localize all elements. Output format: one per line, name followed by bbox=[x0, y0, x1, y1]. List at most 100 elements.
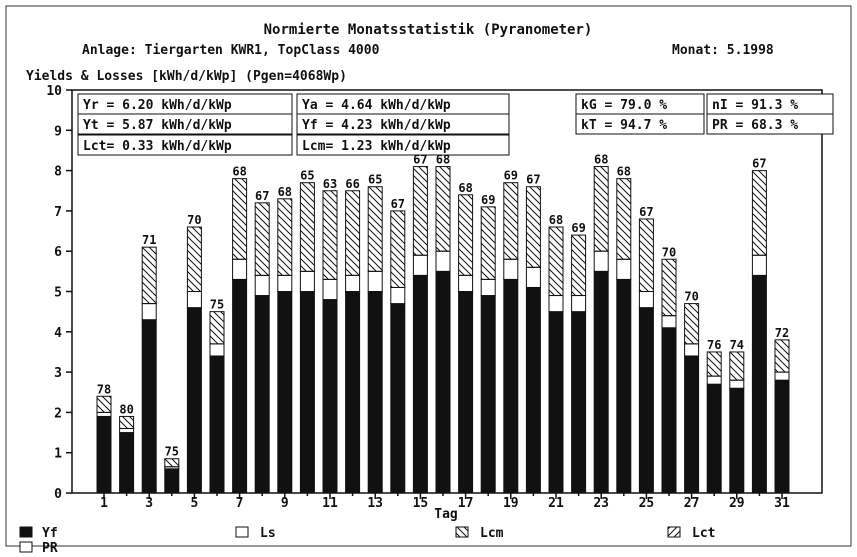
bar-segment-yf bbox=[367, 291, 383, 494]
bar-segment-lcm bbox=[390, 210, 406, 288]
bar-segment-ls bbox=[435, 250, 451, 272]
bar-segment-lcm bbox=[186, 226, 202, 293]
stat-box-lct bbox=[77, 134, 293, 156]
x-tick-label: 15 bbox=[413, 496, 429, 511]
y-tick-label: 4 bbox=[54, 326, 62, 341]
pr-label: 76 bbox=[707, 338, 721, 352]
pr-label: 66 bbox=[345, 177, 359, 191]
stat-pr: PR = 68.3 % bbox=[712, 118, 798, 133]
pr-label: 75 bbox=[210, 298, 224, 312]
bar-segment-yf bbox=[345, 291, 361, 494]
bar-segment-yf bbox=[684, 355, 700, 494]
pr-label: 69 bbox=[481, 193, 495, 207]
bar-segment-lcm bbox=[164, 458, 180, 468]
pr-label: 68 bbox=[594, 153, 608, 167]
bar-segment-yf bbox=[480, 295, 496, 494]
pr-label: 67 bbox=[391, 197, 405, 211]
pr-label: 68 bbox=[436, 153, 450, 167]
pr-label: 67 bbox=[255, 189, 269, 203]
x-axis-label: Tag bbox=[434, 507, 457, 522]
pr-label: 68 bbox=[458, 181, 472, 195]
bar-segment-lcm bbox=[503, 182, 519, 260]
bar-segment-yf bbox=[706, 383, 722, 494]
x-tick-label: 27 bbox=[684, 496, 700, 511]
bar-segment-lcm bbox=[684, 303, 700, 345]
bar-segment-lcm bbox=[345, 190, 361, 276]
bar-segment-ls bbox=[774, 371, 790, 381]
y-axis-label: Yields & Losses [kWh/d/kWp] (Pgen=4068Wp… bbox=[26, 69, 347, 84]
image-border bbox=[5, 5, 852, 547]
stat-box-pr bbox=[706, 113, 834, 135]
x-tick-label: 7 bbox=[236, 496, 244, 511]
bar-segment-lcm bbox=[209, 311, 225, 345]
legend: Yf Ls Lcm Lct PR bbox=[19, 526, 715, 556]
bar-segment-ls bbox=[186, 291, 202, 309]
pr-label: 63 bbox=[323, 177, 337, 191]
x-tick-label: 19 bbox=[503, 496, 519, 511]
legend-label-lcm: Lcm bbox=[480, 526, 504, 541]
legend-swatch-lct bbox=[667, 526, 681, 538]
bar-segment-yf bbox=[751, 274, 767, 494]
pr-label: 74 bbox=[730, 338, 744, 352]
bar-segment-yf bbox=[209, 355, 225, 494]
stat-lct: Lct= 0.33 kWh/d/kWp bbox=[83, 139, 232, 154]
bar-segment-ls bbox=[661, 315, 677, 329]
bar-segment-ls bbox=[638, 291, 654, 309]
bar-segment-ls bbox=[232, 258, 248, 280]
stat-box-kt bbox=[575, 113, 705, 135]
bar-segment-lcm bbox=[119, 415, 135, 430]
y-tick-label: 5 bbox=[54, 286, 62, 301]
pr-label: 68 bbox=[232, 165, 246, 179]
stat-ya: Ya = 4.64 kWh/d/kWp bbox=[302, 98, 451, 113]
bar-segment-ls bbox=[209, 343, 225, 357]
x-tick-label: 25 bbox=[639, 496, 655, 511]
bar-segment-ls bbox=[254, 274, 270, 297]
pr-label: 80 bbox=[119, 402, 133, 416]
y-tick-label: 3 bbox=[54, 366, 62, 381]
bar-segment-lcm bbox=[661, 258, 677, 317]
bar-segment-yf bbox=[661, 327, 677, 494]
pr-label: 67 bbox=[639, 205, 653, 219]
pr-label: 70 bbox=[187, 213, 201, 227]
pr-label: 65 bbox=[300, 169, 314, 183]
bar-segment-yf bbox=[322, 299, 338, 494]
x-tick-label: 17 bbox=[458, 496, 474, 511]
bar-segment-yf bbox=[186, 307, 202, 494]
bar-segment-lcm bbox=[571, 234, 587, 297]
y-axis: 0 1 2 3 4 5 6 7 8 9 10 bbox=[46, 84, 72, 502]
y-tick-label: 9 bbox=[54, 124, 62, 139]
bar-segment-ls bbox=[96, 411, 112, 417]
pr-label: 68 bbox=[617, 165, 631, 179]
bar-segment-yf bbox=[503, 278, 519, 494]
bar-segment-lcm bbox=[458, 194, 474, 276]
bar-segment-lcm bbox=[141, 246, 157, 305]
legend-swatch-ls bbox=[235, 526, 249, 538]
bar-segment-ls bbox=[684, 343, 700, 357]
bar-segment-lcm bbox=[367, 186, 383, 272]
stat-box-yt bbox=[77, 113, 293, 135]
bar-segment-lcm bbox=[322, 190, 338, 280]
bar-segment-lcm bbox=[774, 339, 790, 373]
bar-segment-yf bbox=[616, 278, 632, 494]
bar-segment-lcm bbox=[480, 206, 496, 280]
bar-segment-yf bbox=[254, 295, 270, 494]
bar-segment-lcm bbox=[548, 226, 564, 297]
pr-label: 67 bbox=[526, 173, 540, 187]
bar-segment-yf bbox=[119, 432, 135, 494]
bar-segment-lcm bbox=[232, 178, 248, 260]
y-tick-label: 7 bbox=[54, 205, 62, 220]
bar-segment-ls bbox=[751, 254, 767, 276]
month-label: Monat: 5.1998 bbox=[672, 43, 774, 58]
bar-segment-ls bbox=[322, 278, 338, 301]
bar-segment-lcm bbox=[638, 218, 654, 293]
pr-label: 72 bbox=[775, 326, 789, 340]
stat-box-lcm bbox=[296, 134, 510, 156]
pr-label: 69 bbox=[571, 221, 585, 235]
bar-segment-ls bbox=[729, 379, 745, 389]
bar-segment-yf bbox=[525, 286, 541, 494]
y-tick-label: 1 bbox=[54, 447, 62, 462]
bar-segment-ls bbox=[480, 278, 496, 297]
stat-yt: Yt = 5.87 kWh/d/kWp bbox=[83, 118, 232, 133]
pr-label: 70 bbox=[684, 290, 698, 304]
